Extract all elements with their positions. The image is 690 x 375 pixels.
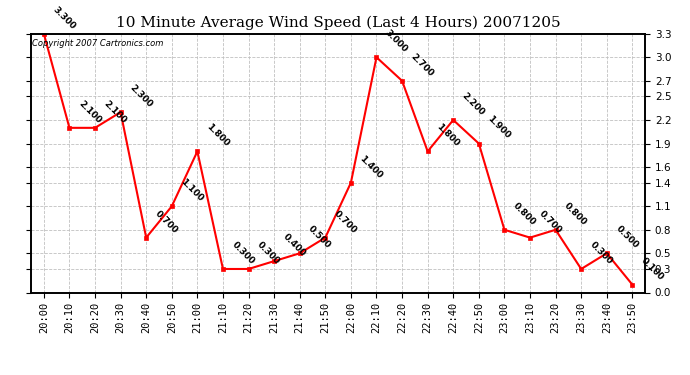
Text: 1.900: 1.900 [486,114,512,141]
Text: 0.300: 0.300 [588,240,614,266]
Text: 0.800: 0.800 [562,201,589,227]
Text: 0.500: 0.500 [306,224,333,251]
Text: 0.500: 0.500 [613,224,640,251]
Title: 10 Minute Average Wind Speed (Last 4 Hours) 20071205: 10 Minute Average Wind Speed (Last 4 Hou… [116,15,560,30]
Text: 0.100: 0.100 [640,256,665,282]
Text: 1.100: 1.100 [179,177,205,204]
Text: 0.300: 0.300 [230,240,256,266]
Text: Copyright 2007 Cartronics.com: Copyright 2007 Cartronics.com [32,39,164,48]
Text: 0.800: 0.800 [511,201,538,227]
Text: 2.300: 2.300 [128,83,154,110]
Text: 1.400: 1.400 [358,154,384,180]
Text: 2.100: 2.100 [102,99,128,125]
Text: 0.700: 0.700 [537,209,563,235]
Text: 2.700: 2.700 [409,52,435,78]
Text: 1.800: 1.800 [204,122,230,148]
Text: 1.800: 1.800 [435,122,461,148]
Text: 0.300: 0.300 [255,240,282,266]
Text: 2.200: 2.200 [460,91,486,117]
Text: 0.400: 0.400 [281,232,307,258]
Text: 3.300: 3.300 [51,5,77,31]
Text: 2.100: 2.100 [77,99,103,125]
Text: 3.000: 3.000 [384,28,410,54]
Text: 0.700: 0.700 [153,209,179,235]
Text: 0.700: 0.700 [333,209,359,235]
